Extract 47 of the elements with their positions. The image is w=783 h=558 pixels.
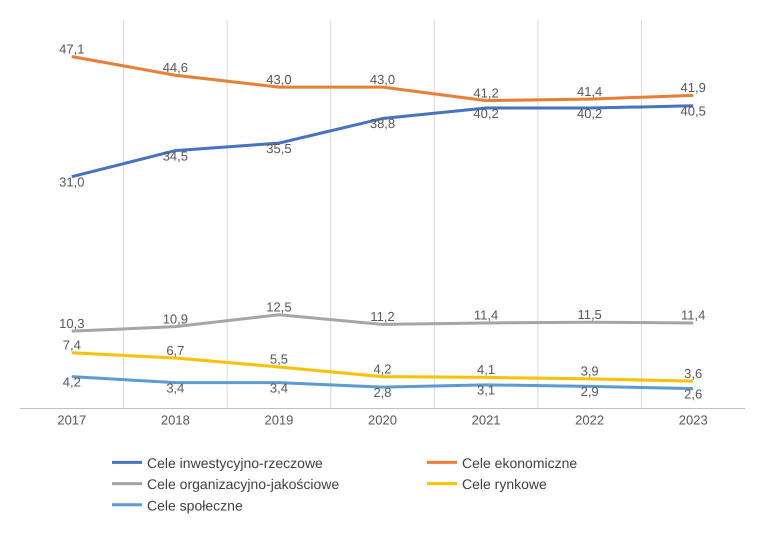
data-label: 2,8 <box>373 384 392 400</box>
data-label: 31,0 <box>59 174 84 190</box>
data-label: 10,9 <box>162 311 188 326</box>
x-tick-label: 2020 <box>368 412 397 428</box>
data-label: 4,2 <box>373 361 392 376</box>
x-tick-label: 2022 <box>575 412 604 428</box>
data-label: 43,0 <box>266 72 292 87</box>
data-label: 40,5 <box>680 104 706 119</box>
x-tick-label: 2023 <box>678 412 708 428</box>
data-label: 35,5 <box>266 140 292 156</box>
data-label: 4,2 <box>62 374 81 390</box>
data-label: 11,4 <box>681 308 706 323</box>
x-tick-label: 2018 <box>160 412 190 428</box>
data-label: 7,4 <box>62 338 81 353</box>
data-label: 40,2 <box>576 106 602 121</box>
data-label: 2,9 <box>580 384 599 400</box>
data-label: 43,0 <box>370 72 396 87</box>
data-label: 47,1 <box>59 41 84 56</box>
legend-label: Cele ekonomiczne <box>462 454 578 471</box>
x-tick-label: 2019 <box>264 412 294 428</box>
legend-label: Cele rynkowe <box>462 476 548 492</box>
data-label: 41,4 <box>576 84 602 99</box>
data-label: 6,7 <box>166 342 184 358</box>
data-label: 11,5 <box>577 306 602 322</box>
data-label: 2,6 <box>684 386 702 402</box>
legend-label: Cele inwestycyjno-rzeczowe <box>147 454 324 471</box>
data-label: 44,6 <box>162 60 188 75</box>
legend-label: Cele organizacyjno-jakościowe <box>147 476 340 492</box>
data-label: 11,4 <box>474 308 498 323</box>
data-label: 4,1 <box>477 362 496 378</box>
x-tick-label: 2017 <box>57 412 86 428</box>
data-label: 12,5 <box>266 299 292 314</box>
data-label: 11,2 <box>370 309 395 324</box>
data-label: 3,9 <box>580 364 599 379</box>
data-label: 40,2 <box>473 106 499 121</box>
data-label: 3,6 <box>684 366 702 381</box>
data-label: 5,5 <box>270 352 288 367</box>
data-label: 3,1 <box>477 382 496 398</box>
data-label: 41,2 <box>473 85 499 100</box>
data-label: 34,5 <box>162 148 188 164</box>
data-label: 10,3 <box>59 316 84 331</box>
data-label: 3,4 <box>270 380 288 396</box>
legend-label: Cele społeczne <box>147 497 243 514</box>
data-label: 41,9 <box>680 80 706 96</box>
data-label: 3,4 <box>166 380 184 396</box>
data-label: 38,8 <box>370 116 396 132</box>
x-tick-label: 2021 <box>472 412 501 428</box>
